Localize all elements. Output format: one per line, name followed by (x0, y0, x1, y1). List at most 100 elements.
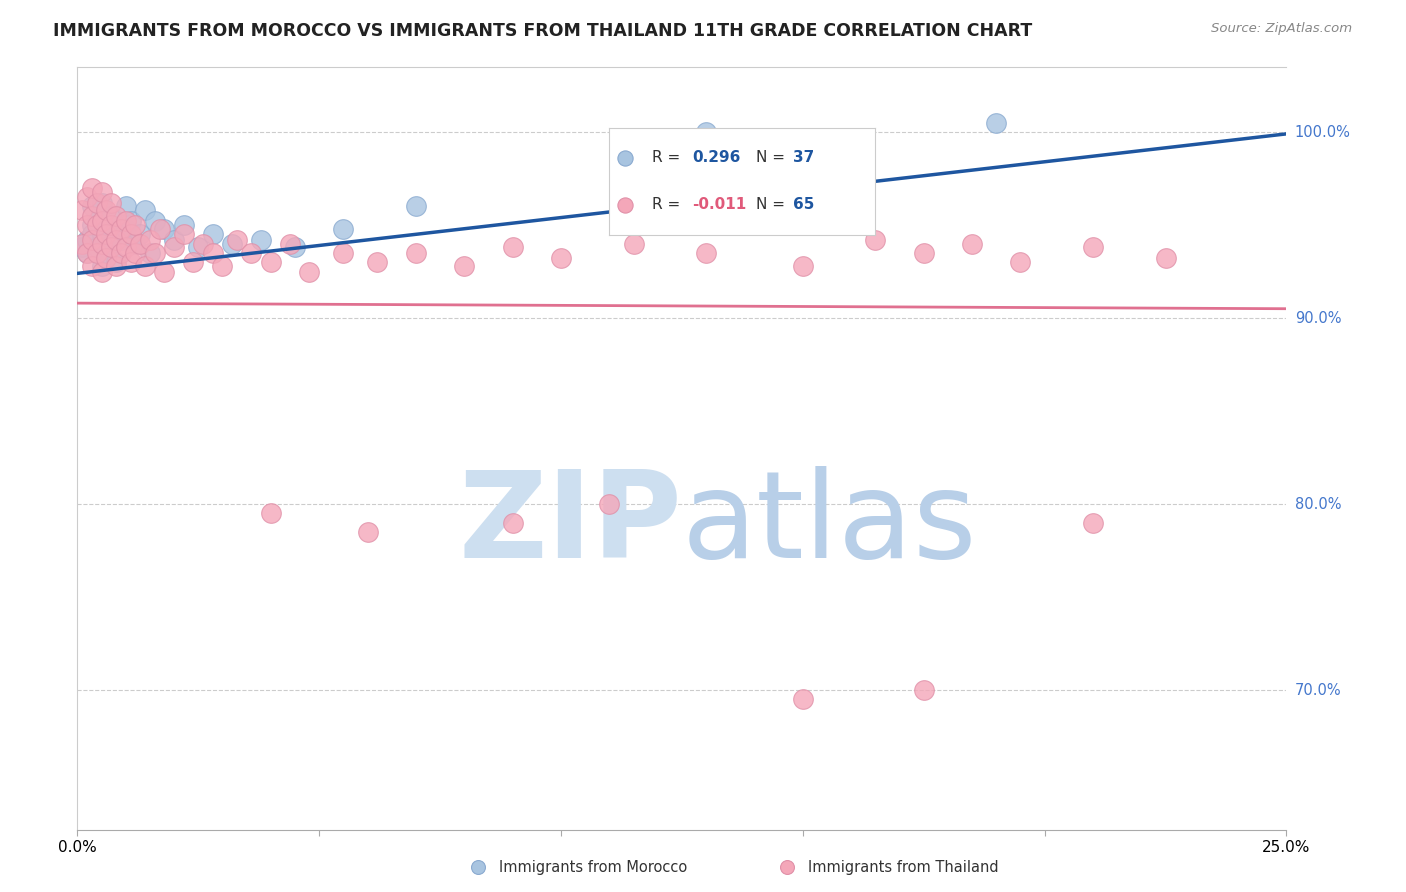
Point (80, 181, 103, 195)
Point (502, 240, 524, 254)
Point (124, 246, 146, 260)
Point (90, 227, 112, 242)
Point (80, 259, 103, 273)
Point (114, 214, 136, 228)
Point (1081, 240, 1104, 254)
Point (76, 218, 98, 232)
Point (100, 209, 122, 223)
Point (134, 203, 156, 218)
Point (366, 255, 388, 269)
Point (865, 233, 887, 247)
Text: ZIP: ZIP (458, 466, 682, 583)
Point (183, 255, 205, 269)
Point (80, 209, 103, 223)
Point (240, 246, 263, 260)
Point (191, 236, 214, 251)
Point (80, 218, 103, 232)
Point (187, 240, 209, 254)
Point (114, 221, 136, 235)
Point (110, 233, 132, 247)
Text: 70.0%: 70.0% (1295, 682, 1341, 698)
Point (250, 233, 273, 247)
Point (912, 683, 935, 698)
Point (550, 252, 572, 266)
Point (80, 233, 103, 247)
Point (96, 221, 118, 235)
Point (76, 233, 98, 247)
Point (90, 259, 112, 273)
Point (278, 236, 301, 251)
Point (90, 236, 112, 251)
Point (405, 246, 427, 260)
Point (163, 233, 186, 247)
Point (114, 240, 136, 254)
Point (129, 236, 152, 251)
Text: Source: ZipAtlas.com: Source: ZipAtlas.com (1212, 22, 1353, 36)
Point (96, 252, 118, 266)
Point (76, 246, 98, 260)
Point (96, 227, 118, 242)
Text: 80.0%: 80.0% (1295, 497, 1341, 511)
Point (201, 227, 224, 242)
Point (153, 221, 176, 235)
Point (96, 246, 118, 260)
Point (960, 236, 983, 251)
Point (124, 218, 146, 232)
Point (110, 246, 132, 260)
Point (120, 255, 142, 269)
Point (143, 214, 166, 228)
Point (124, 236, 146, 251)
Point (100, 240, 122, 254)
Point (1154, 252, 1177, 266)
Text: 90.0%: 90.0% (1295, 310, 1341, 326)
Point (120, 227, 142, 242)
Point (260, 255, 283, 269)
Point (76, 246, 98, 260)
Point (260, 506, 283, 520)
Point (221, 236, 243, 251)
Point (173, 218, 195, 232)
Text: Immigrants from Morocco: Immigrants from Morocco (499, 860, 688, 874)
Point (100, 195, 122, 210)
Point (356, 524, 378, 539)
Point (139, 246, 162, 260)
Point (80, 199, 103, 213)
Point (76, 190, 98, 204)
Point (86, 240, 108, 254)
Point (201, 246, 224, 260)
Point (70, 240, 93, 254)
Point (226, 233, 249, 247)
Text: Immigrants from Thailand: Immigrants from Thailand (808, 860, 1000, 874)
Point (912, 246, 935, 260)
Point (70, 203, 93, 218)
Point (114, 199, 136, 213)
Point (211, 259, 233, 273)
Point (105, 259, 128, 273)
Point (405, 199, 427, 213)
Point (105, 233, 128, 247)
Point (1010, 255, 1032, 269)
Point (96, 203, 118, 218)
Text: 100.0%: 100.0% (1295, 125, 1351, 139)
Point (695, 125, 717, 139)
Text: atlas: atlas (682, 466, 977, 583)
Point (332, 221, 354, 235)
Point (792, 692, 814, 706)
Point (86, 195, 108, 210)
Text: IMMIGRANTS FROM MOROCCO VS IMMIGRANTS FROM THAILAND 11TH GRADE CORRELATION CHART: IMMIGRANTS FROM MOROCCO VS IMMIGRANTS FR… (53, 22, 1032, 40)
Point (173, 227, 195, 242)
Point (90, 185, 112, 199)
Point (120, 214, 142, 228)
Point (90, 195, 112, 210)
Point (110, 221, 132, 235)
Point (129, 227, 152, 242)
Point (332, 246, 354, 260)
Point (143, 246, 166, 260)
Point (105, 255, 128, 269)
Point (90, 214, 112, 228)
Point (986, 116, 1008, 130)
Point (298, 264, 321, 278)
Point (598, 497, 620, 511)
Point (86, 214, 108, 228)
Point (86, 246, 108, 260)
